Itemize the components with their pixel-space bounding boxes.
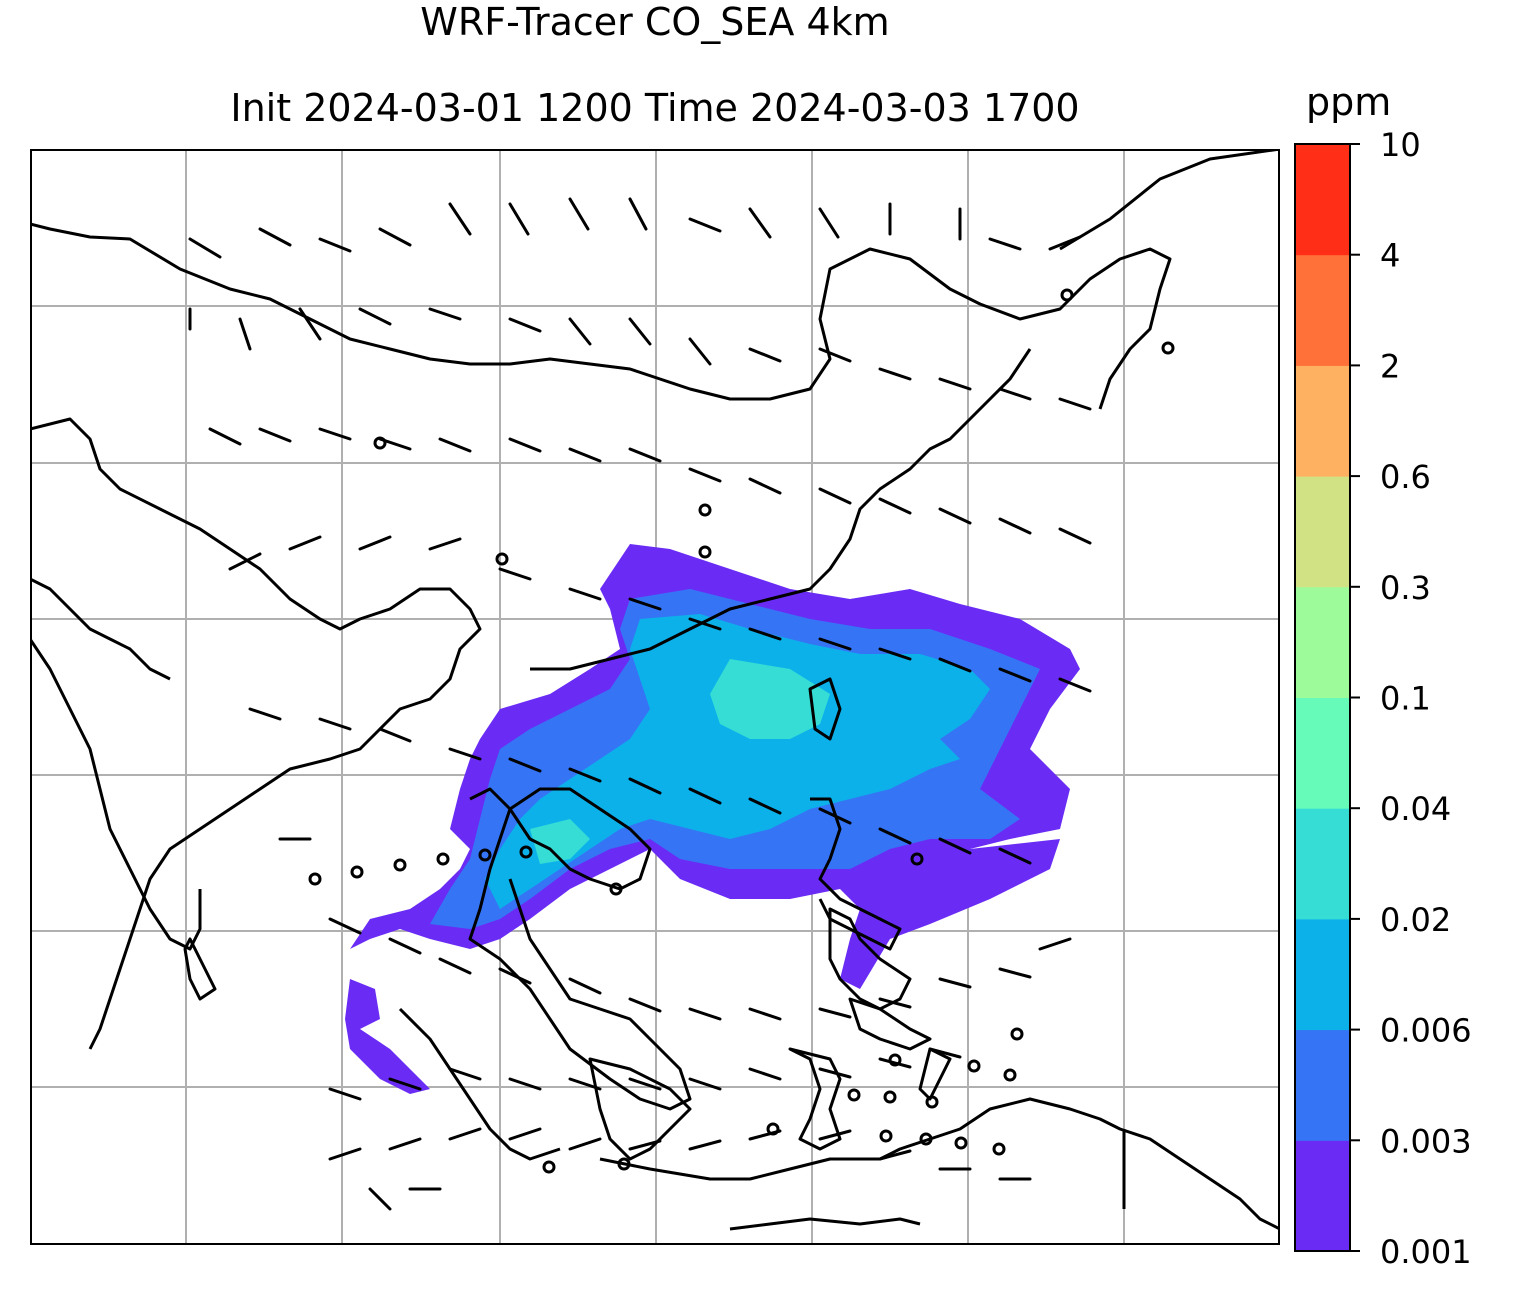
colorbar-ticks: 10 4 2 0.6 0.3 0.1 0.04 0.02 0.006 0.003 0.001: [1350, 126, 1472, 1271]
title-line-1: WRF-Tracer CO_SEA 4km: [420, 0, 890, 44]
colorbar-segment: [1295, 1140, 1350, 1252]
plume-scatter-south: [345, 979, 430, 1094]
colorbar-frame: [1294, 143, 1351, 1252]
colorbar-tick-label: 2: [1380, 347, 1400, 385]
calm-wind-circles: [308, 288, 1175, 1174]
colorbar-segment: [1295, 254, 1350, 366]
colorbar-segment: [1295, 144, 1350, 256]
colorbar-segment: [1295, 918, 1350, 1031]
colorbar-tick-label: 4: [1380, 237, 1400, 275]
colorbar-segments: [1295, 144, 1350, 1252]
colorbar-segment: [1295, 365, 1350, 477]
title-line-2: Init 2024-03-01 1200 Time 2024-03-03 170…: [230, 86, 1080, 130]
colorbar-tick-label: 0.006: [1380, 1012, 1472, 1050]
coastlines: [30, 149, 1280, 1231]
colorbar-unit: ppm: [1306, 80, 1392, 124]
map-panel: [30, 149, 1280, 1245]
colorbar-tick-label: 0.6: [1380, 458, 1431, 496]
plume-inner: [485, 614, 990, 909]
colorbar-segment: [1295, 586, 1350, 698]
wind-barbs: [188, 197, 1092, 1211]
colorbar-tick-label: 0.02: [1380, 901, 1451, 939]
colorbar-segment: [1295, 1029, 1350, 1141]
colorbar-tick-label: 0.04: [1380, 790, 1451, 828]
colorbar-tick-label: 0.003: [1380, 1122, 1472, 1160]
colorbar: 10 4 2 0.6 0.3 0.1 0.04 0.02 0.006 0.003 0.001: [1294, 126, 1472, 1271]
plume-core-2: [530, 819, 590, 864]
colorbar-tick-label: 0.3: [1380, 569, 1431, 607]
map-frame: [30, 149, 1280, 1245]
colorbar-tick-label: 0.001: [1380, 1233, 1472, 1271]
colorbar-segment: [1295, 697, 1350, 809]
colorbar-segment: [1295, 476, 1350, 588]
colorbar-tick-label: 0.1: [1380, 680, 1431, 718]
colorbar-tick-label: 10: [1380, 126, 1421, 164]
colorbar-segment: [1295, 808, 1350, 920]
plume-core: [710, 659, 830, 739]
